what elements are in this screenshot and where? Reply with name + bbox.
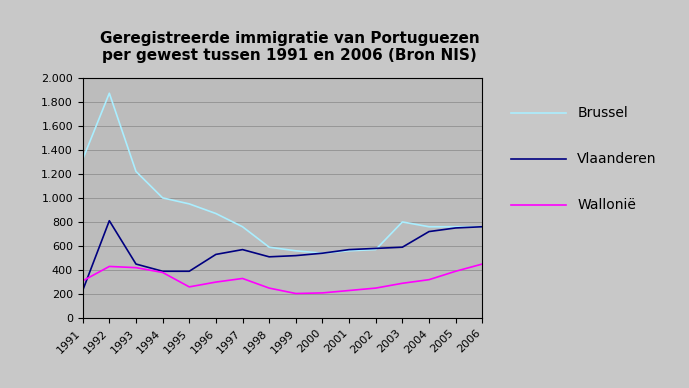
Text: Geregistreerde immigratie van Portuguezen
per gewest tussen 1991 en 2006 (Bron N: Geregistreerde immigratie van Portugueze… xyxy=(99,31,480,64)
Text: Brussel: Brussel xyxy=(577,106,628,120)
Text: Vlaanderen: Vlaanderen xyxy=(577,152,657,166)
Text: Wallonië: Wallonië xyxy=(577,198,636,212)
